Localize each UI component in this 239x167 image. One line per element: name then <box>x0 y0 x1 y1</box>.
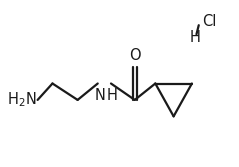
Text: O: O <box>129 48 141 63</box>
Text: Cl: Cl <box>202 14 217 29</box>
Text: H$_2$N: H$_2$N <box>6 91 36 109</box>
Text: H: H <box>106 88 117 103</box>
Text: H: H <box>190 30 201 45</box>
Text: N: N <box>94 88 105 103</box>
